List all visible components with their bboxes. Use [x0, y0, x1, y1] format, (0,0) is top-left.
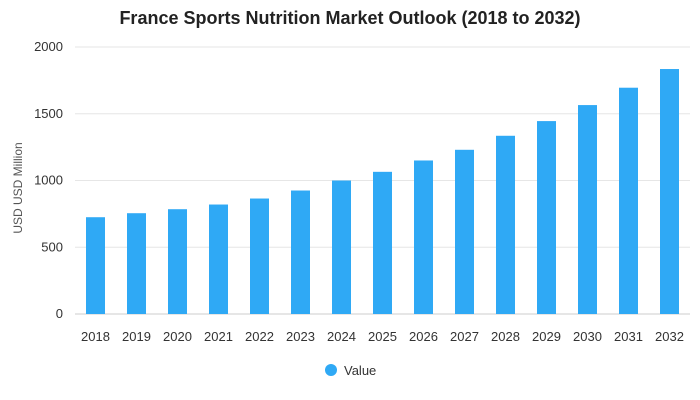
y-tick-label: 1000 — [34, 173, 63, 188]
x-tick-label: 2024 — [327, 329, 356, 344]
x-axis: 2018 2019 2020 2021 2022 2023 2024 2025 2026 2027… — [81, 329, 684, 344]
x-tick-label: 2025 — [368, 329, 397, 344]
bar-2028[interactable] — [496, 135, 515, 314]
bar-series — [86, 69, 679, 314]
bar-2030[interactable] — [578, 105, 597, 314]
y-tick-label: 1500 — [34, 106, 63, 121]
x-tick-label: 2023 — [286, 329, 315, 344]
y-tick-label: 2000 — [34, 39, 63, 54]
legend-swatch-value — [325, 364, 337, 376]
x-tick-label: 2026 — [409, 329, 438, 344]
y-tick-label: 0 — [56, 306, 63, 321]
chart-title: France Sports Nutrition Market Outlook (… — [119, 8, 581, 28]
x-tick-label: 2018 — [81, 329, 110, 344]
legend[interactable]: Value — [325, 363, 376, 378]
bar-2021[interactable] — [209, 204, 228, 314]
x-tick-label: 2028 — [491, 329, 520, 344]
y-tick-label: 500 — [41, 239, 63, 254]
x-tick-label: 2031 — [614, 329, 643, 344]
x-tick-label: 2029 — [532, 329, 561, 344]
x-tick-label: 2020 — [163, 329, 192, 344]
bar-2027[interactable] — [455, 149, 474, 314]
x-tick-label: 2021 — [204, 329, 233, 344]
x-tick-label: 2022 — [245, 329, 274, 344]
x-tick-label: 2019 — [122, 329, 151, 344]
bar-2026[interactable] — [414, 160, 433, 314]
bar-2024[interactable] — [332, 180, 351, 315]
x-tick-label: 2030 — [573, 329, 602, 344]
x-tick-label: 2027 — [450, 329, 479, 344]
bar-2019[interactable] — [127, 213, 146, 314]
y-axis-label: USD USD Million — [11, 142, 25, 233]
bar-2022[interactable] — [250, 198, 269, 314]
x-tick-label: 2032 — [655, 329, 684, 344]
bar-2023[interactable] — [291, 190, 310, 314]
bar-2020[interactable] — [168, 209, 187, 314]
y-axis: 0 500 1000 1500 2000 — [34, 39, 63, 321]
legend-label-value: Value — [344, 363, 376, 378]
bar-2032[interactable] — [660, 69, 679, 314]
bar-2031[interactable] — [619, 87, 638, 314]
bar-2018[interactable] — [86, 217, 105, 314]
bar-2025[interactable] — [373, 171, 392, 314]
bar-2029[interactable] — [537, 121, 556, 314]
